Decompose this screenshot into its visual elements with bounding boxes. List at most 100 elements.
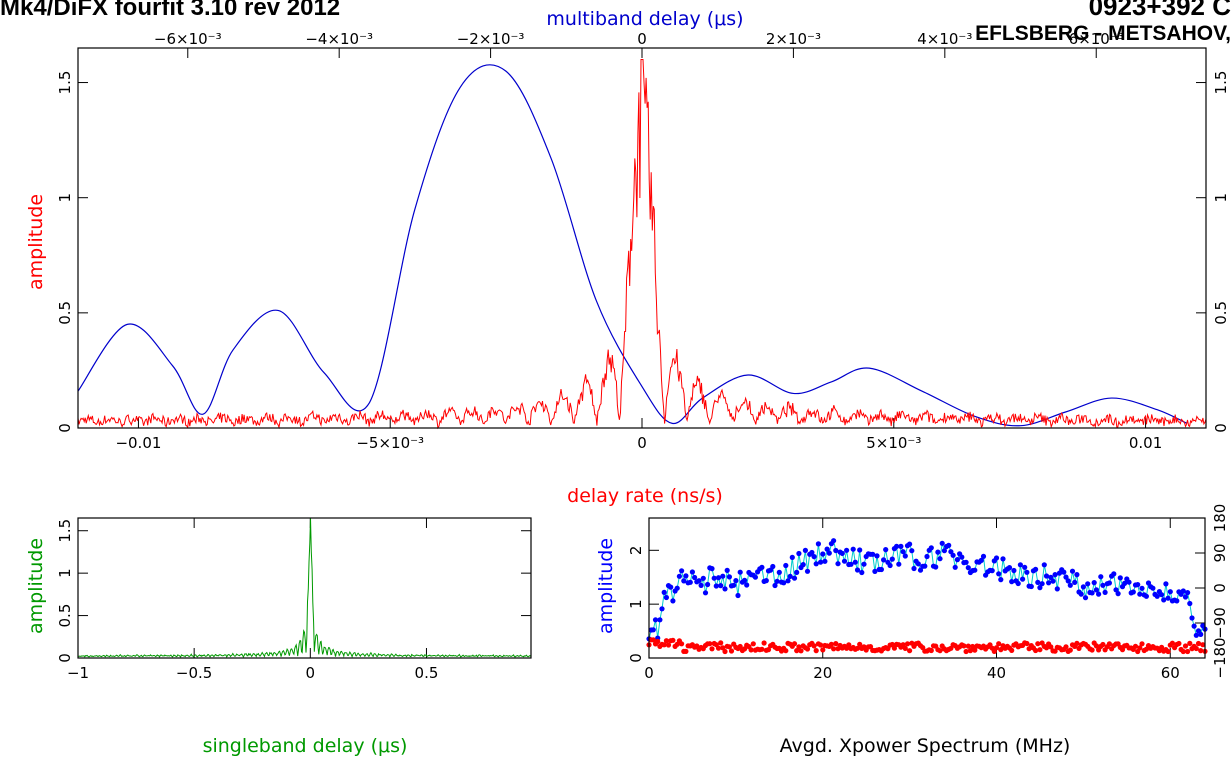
phase-point xyxy=(665,642,672,648)
amplitude-point xyxy=(924,553,930,560)
amplitude-point xyxy=(1069,568,1076,574)
singleband-delay-series xyxy=(77,517,532,658)
phase-point xyxy=(1182,643,1189,649)
right-subtitle: EFLSBERG - METSAHOV, xyxy=(975,22,1231,45)
phase-point xyxy=(683,648,689,655)
phase-point xyxy=(1037,647,1043,653)
amplitude-point xyxy=(854,567,861,573)
amplitude-label-left: amplitude xyxy=(25,538,47,634)
amplitude-point xyxy=(696,578,702,584)
amplitude-point xyxy=(804,568,811,574)
amplitude-point xyxy=(1100,582,1106,588)
amplitude-point xyxy=(894,543,900,550)
y-tick-label: 1 xyxy=(56,193,74,203)
amplitude-point xyxy=(963,559,969,565)
amplitude-point xyxy=(1091,580,1097,586)
amplitude-point xyxy=(839,550,845,557)
amplitude-point xyxy=(722,586,728,592)
phase-point xyxy=(904,641,911,647)
phase-point xyxy=(715,645,722,651)
phase-point xyxy=(965,643,971,649)
multiband-delay-label: multiband delay (μs) xyxy=(546,8,743,30)
phase-point xyxy=(937,648,943,654)
amplitude-point xyxy=(774,578,780,584)
amplitude-point xyxy=(1111,571,1117,577)
amplitude-point xyxy=(802,547,809,554)
y-tick-label: 1.5 xyxy=(56,519,74,543)
amplitude-point xyxy=(1167,589,1173,595)
phase-point xyxy=(996,641,1002,647)
amplitude-point xyxy=(1106,580,1112,586)
amplitude-point xyxy=(1102,589,1108,596)
amplitude-point xyxy=(1020,576,1026,582)
amplitude-point xyxy=(861,561,867,567)
amplitude-point xyxy=(791,575,798,581)
top-tick-label: 0 xyxy=(637,30,647,48)
phase-point xyxy=(783,648,789,654)
amplitude-point xyxy=(1182,594,1189,600)
delay-rate-panel: −0.01 −5×10⁻³ 0 5×10⁻³ 0.01 0 0 0.5 0.5 1 1 1.5 1.5 −… xyxy=(25,8,1230,507)
amplitude-point xyxy=(850,546,856,552)
phase-point xyxy=(972,647,978,653)
amplitude-point xyxy=(857,547,863,553)
phase-point xyxy=(1137,645,1143,651)
singleband-delay-label: singleband delay (μs) xyxy=(203,735,408,757)
amplitude-point xyxy=(809,549,815,556)
y-tick-label: 0.5 xyxy=(56,604,74,628)
amplitude-point xyxy=(1022,564,1028,570)
amplitude-point xyxy=(915,561,921,567)
amplitude-point xyxy=(1115,591,1121,597)
amplitude-point xyxy=(668,584,674,590)
phase-point xyxy=(750,641,756,647)
phase-point xyxy=(1043,645,1050,651)
amplitude-point xyxy=(824,546,830,552)
x-tick-label: 0 xyxy=(637,434,647,452)
amplitude-point xyxy=(1033,566,1039,573)
amplitude-point xyxy=(1139,585,1145,591)
left-title: Mk4/DiFX fourfit 3.10 rev 2012 xyxy=(0,0,340,21)
x-tick-label: 60 xyxy=(1161,664,1180,682)
phase-point xyxy=(765,647,772,653)
top-tick-label: 2×10⁻³ xyxy=(766,30,821,48)
phase-point xyxy=(928,647,934,654)
y-tick-label: 1 xyxy=(627,599,645,609)
x-tick-label: −0.5 xyxy=(176,664,212,682)
amplitude-point xyxy=(989,568,995,574)
amplitude-point xyxy=(902,553,908,559)
multiband-delay-series xyxy=(77,64,1188,427)
amplitude-point xyxy=(907,541,913,547)
amplitude-point xyxy=(952,564,958,570)
amplitude-point xyxy=(993,555,1000,561)
phase-point xyxy=(1052,648,1058,654)
phase-point xyxy=(818,642,824,648)
amplitude-point xyxy=(909,548,915,554)
top-tick-label: 4×10⁻³ xyxy=(917,30,972,48)
phase-point xyxy=(1185,648,1191,655)
amplitude-point xyxy=(811,554,817,560)
amplitude-point xyxy=(870,551,876,557)
amplitude-point xyxy=(770,563,776,570)
amplitude-point xyxy=(1126,579,1132,585)
singleband-delay-frame xyxy=(77,517,532,659)
amplitude-point xyxy=(917,567,924,573)
amplitude-point xyxy=(1085,581,1091,587)
amplitude-point xyxy=(1048,574,1054,581)
amplitude-point xyxy=(676,573,683,579)
phase-point xyxy=(867,644,874,650)
amplitude-point xyxy=(1080,584,1086,590)
amplitude-point xyxy=(859,569,865,576)
phase-tick-label: −180 xyxy=(1211,637,1229,678)
amplitude-point xyxy=(1024,569,1030,575)
right-title: 0923+392 C xyxy=(1089,0,1231,21)
amplitude-point xyxy=(900,549,906,555)
amplitude-point xyxy=(1137,591,1143,597)
phase-point xyxy=(709,646,715,652)
amplitude-point xyxy=(674,585,680,591)
xpower-spectrum-panel: 0 20 40 60 0 1 2 −180−90 0 90 180 Avgd. Xpower Spe… xyxy=(595,504,1229,757)
amplitude-point xyxy=(718,583,724,589)
amplitude-point xyxy=(1009,579,1015,585)
y-tick-label: 0 xyxy=(56,653,74,663)
phase-point xyxy=(1193,645,1199,652)
amplitude-point xyxy=(1074,572,1080,578)
phase-point xyxy=(722,648,728,655)
